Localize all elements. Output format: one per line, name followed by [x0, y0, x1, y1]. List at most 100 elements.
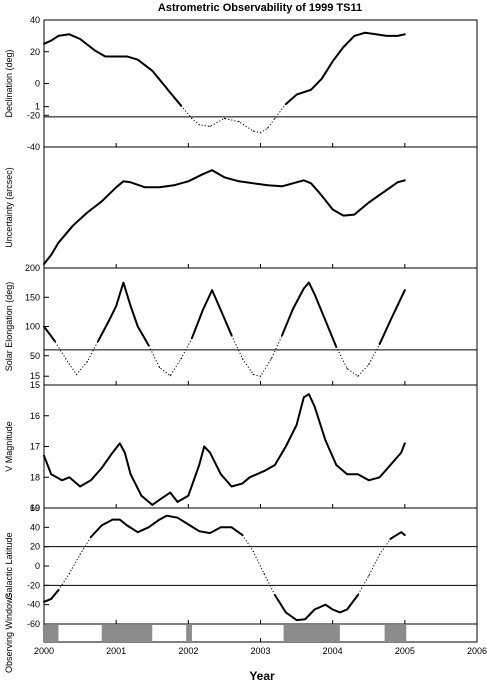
y-tick-label: 0	[35, 79, 40, 89]
data-point	[375, 33, 377, 35]
series-line-dotted	[43, 393, 406, 506]
data-point	[285, 611, 287, 614]
data-point	[220, 309, 222, 311]
data-point	[274, 464, 276, 466]
y-tick-label: 50	[30, 351, 40, 361]
data-point	[259, 132, 262, 134]
data-point	[93, 49, 96, 51]
data-point	[314, 405, 316, 408]
data-point	[292, 308, 294, 310]
data-point	[180, 105, 182, 107]
data-point	[324, 320, 327, 322]
data-point	[346, 473, 348, 475]
data-point	[148, 526, 150, 528]
data-point	[274, 117, 276, 119]
data-point	[68, 573, 70, 575]
data-point	[43, 43, 45, 45]
data-point	[321, 78, 323, 80]
data-point	[263, 470, 265, 472]
data-point	[256, 473, 258, 475]
series-line-dotted	[43, 32, 405, 134]
data-point	[72, 225, 74, 227]
observing-window	[101, 625, 153, 642]
observing-window	[384, 625, 407, 642]
data-point	[104, 55, 106, 58]
y-axis-label: V Magnitude	[4, 421, 14, 472]
panel-frame	[43, 384, 478, 509]
data-point	[346, 368, 348, 370]
data-point	[86, 211, 88, 214]
data-point	[158, 519, 161, 521]
data-point	[270, 358, 272, 360]
data-point	[397, 181, 399, 183]
data-point	[364, 32, 366, 34]
y-tick-label: 17	[30, 442, 40, 452]
data-point	[304, 618, 306, 620]
data-point	[368, 479, 370, 481]
data-point	[368, 575, 370, 577]
data-point	[308, 393, 310, 395]
data-point	[158, 186, 161, 188]
data-point	[57, 35, 60, 37]
data-point	[357, 594, 359, 596]
series-line-dotted	[43, 280, 406, 377]
data-point	[324, 439, 327, 441]
data-point	[65, 358, 67, 360]
data-point	[252, 182, 254, 184]
data-point	[57, 589, 60, 591]
data-point	[209, 125, 211, 127]
x-axis-label: Year	[249, 669, 275, 682]
data-point	[137, 531, 139, 533]
data-point	[101, 467, 103, 469]
data-point	[130, 305, 132, 307]
x-tick-label: 2000	[34, 646, 54, 656]
data-point	[148, 344, 150, 346]
series-line-dotted	[43, 169, 405, 265]
data-point	[357, 375, 359, 377]
y-tick-label: 20	[30, 542, 40, 552]
data-point	[43, 325, 45, 328]
data-point	[223, 176, 225, 178]
data-point	[126, 55, 128, 58]
y-tick-label: 200	[25, 263, 40, 273]
data-point	[252, 130, 254, 132]
data-point	[404, 33, 406, 35]
data-point	[169, 375, 171, 377]
data-point	[223, 117, 225, 119]
y-tick-label: -20	[27, 110, 40, 120]
data-point	[324, 604, 327, 606]
data-point	[166, 87, 168, 89]
data-point	[389, 464, 391, 466]
data-point	[211, 169, 213, 171]
y-tick-label: 15	[30, 371, 40, 381]
y-tick-label: -60	[27, 619, 40, 629]
data-point	[176, 501, 179, 503]
data-point	[404, 534, 406, 536]
data-point	[79, 553, 81, 556]
panel-5: Galactic Latitude 60 40 20 0 -20 -40 -60	[4, 503, 478, 629]
data-point	[303, 179, 305, 181]
data-point	[108, 320, 110, 322]
y-tick-label: 100	[25, 322, 40, 332]
data-point	[198, 464, 200, 466]
data-point	[342, 46, 345, 48]
series-line	[43, 514, 406, 622]
data-point	[382, 191, 384, 193]
data-point	[324, 199, 327, 201]
data-point	[353, 35, 355, 37]
data-point	[43, 601, 45, 603]
data-point	[43, 455, 45, 457]
data-point	[389, 320, 391, 322]
data-point	[101, 200, 103, 202]
data-point	[115, 55, 117, 58]
data-point	[314, 608, 316, 611]
data-point	[187, 495, 189, 497]
data-point	[400, 452, 402, 454]
data-point	[211, 289, 213, 291]
data-point	[296, 181, 298, 183]
data-point	[187, 523, 189, 526]
data-point	[249, 476, 251, 478]
data-point	[158, 366, 161, 368]
data-point	[115, 305, 117, 307]
